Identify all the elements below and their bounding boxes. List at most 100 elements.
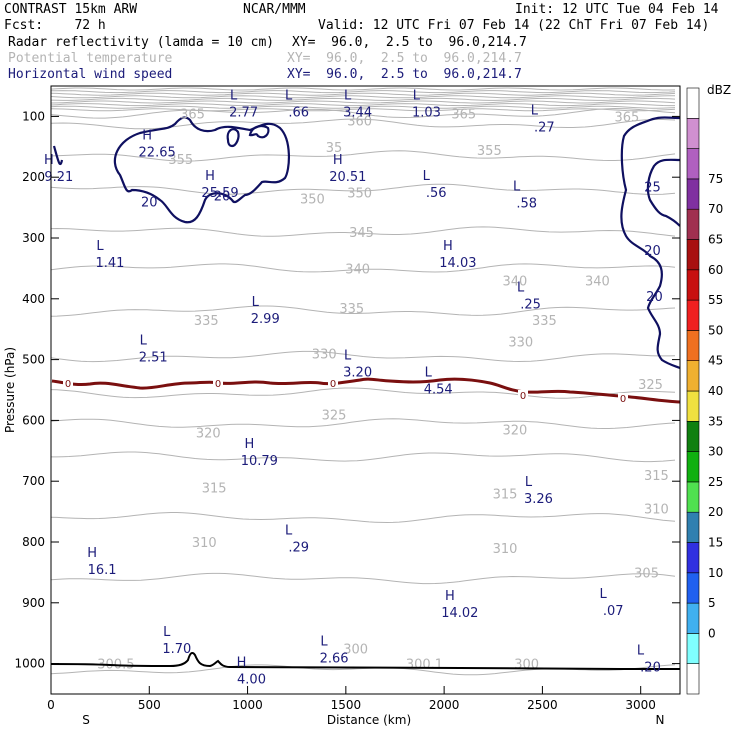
theta-contour-line [51,183,676,195]
wind-extremum: L 2.99 [251,295,280,327]
theta-contour-line [51,150,676,162]
extremum-type: L [637,643,645,658]
theta-contour-label: 365 [451,107,476,122]
colorbar-swatch [686,330,700,361]
theta-contour-label: 300 [514,658,539,673]
y-tick-label: 100 [22,109,45,123]
theta-contour-label: 340 [502,275,527,290]
colorbar-swatch [686,511,700,543]
wind-contour-20-inner [226,128,240,148]
wind-extremum: L .66 [285,88,309,120]
zero-contour-label: 0 [520,391,526,402]
colorbar-level-label: 50 [708,323,723,337]
theta-contour-labels: 365 365 365 360 35 355 355 350 350 345 340 340 340 33… [97,107,669,672]
extremum-value: 3.26 [524,492,553,507]
theta-contour-label: 315 [644,469,669,484]
extremum-type: L [230,88,238,103]
extremum-type: H [142,129,152,144]
extremum-type: L [252,295,260,310]
colorbar-title: dBZ [707,83,731,97]
colorbar-swatch [686,420,700,452]
field-reflectivity-xy: XY= 96.0, 2.5 to 96.0,214.7 [292,35,527,50]
extremum-value: 2.51 [139,350,168,365]
x-end-label-south: S [82,713,90,727]
extremum-type: L [531,104,539,119]
extremum-type: L [423,169,431,184]
theta-contour-label: 335 [339,302,364,317]
colorbar-swatch [686,148,700,180]
theta-contour-line [51,418,676,429]
y-tick-label: 200 [22,170,45,184]
theta-contour-label: 315 [493,487,518,502]
theta-contour-line [51,387,676,399]
zero-contour-label: 0 [215,379,221,390]
extremum-type: L [525,475,533,490]
wind-extremum: L 3.44 [343,88,372,120]
extremum-value: 2.66 [320,651,349,666]
x-tick-label: 1000 [232,698,263,712]
theta-contour-line [51,92,676,96]
wind-extremum: L .07 [600,587,624,619]
wind-extremum: L 1.70 [162,625,191,657]
theta-contour-label: 360 [347,115,372,130]
extremum-type: L [344,88,352,103]
colorbar-level-label: 45 [708,354,723,368]
extremum-type: L [140,333,148,348]
theta-contour-line [51,103,675,107]
theta-contour-label: 365 [615,110,640,125]
colorbar-swatch [686,239,700,271]
wind-extremum: H 14.03 [439,239,476,271]
extremum-value: .66 [288,105,309,120]
extremum-type: L [425,366,433,381]
colorbar-swatch [686,390,700,422]
theta-contour-line [51,100,676,104]
wind-contour-labels: 20 20 25 20 20 [141,180,663,304]
x-tick-label: 0 [47,698,55,712]
theta-contour-line [51,107,676,119]
extremum-value: 1.41 [95,256,124,271]
theta-contour-line [51,118,676,130]
theta-contour-label: 300.1 [406,658,443,673]
x-end-label-north: N [656,713,665,727]
theta-contour-label: 35 [326,141,343,156]
wind-extremum: L 1.03 [412,88,441,120]
extremum-value: 4.54 [424,383,453,398]
theta-contour-line [51,572,676,585]
colorbar-swatch [686,542,700,574]
theta-contour-line [51,90,676,94]
colorbar-level-label: 25 [708,475,723,489]
theta-contour-line [51,97,676,101]
extremum-value: .56 [426,186,447,201]
extremum-type: H [44,153,54,168]
extremum-value: 14.03 [439,256,476,271]
colorbar-level-label: 55 [708,293,723,307]
theta-contour-label: 355 [168,153,193,168]
colorbar-level-label: 30 [708,445,723,459]
model-title: CONTRAST 15km ARW [4,2,137,17]
wind-extremum: L .27 [531,104,555,136]
extremum-type: L [600,587,608,602]
zero-label-bg [618,393,628,403]
theta-contour-label: 310 [192,536,217,551]
extremum-type: H [87,546,97,561]
extremum-type: H [244,437,254,452]
colorbar-swatch [686,299,700,331]
theta-contour-label: 340 [345,262,370,277]
extremum-type: L [344,349,352,364]
theta-contour-label: 310 [493,542,518,557]
extremum-value: 4.00 [237,673,266,688]
zero-contour-label: 0 [620,394,626,405]
theta-contour-label: 325 [322,408,347,423]
valid-time: Valid: 12 UTC Fri 07 Feb 14 (22 ChT Fri … [318,18,709,33]
extremum-value: 3.20 [343,366,372,381]
theta-contour-line [51,95,675,99]
wind-extremum: H9.21 [44,153,73,185]
init-time: Init: 12 UTC Tue 04 Feb 14 [515,2,719,17]
y-tick-label: 600 [22,413,45,427]
wind-extremum: H 4.00 [237,656,266,688]
wind-contour-label: 20 [214,189,231,204]
extremum-type: L [96,239,104,254]
extremum-value: 22.65 [139,146,176,161]
zero-label-bg [63,378,73,388]
